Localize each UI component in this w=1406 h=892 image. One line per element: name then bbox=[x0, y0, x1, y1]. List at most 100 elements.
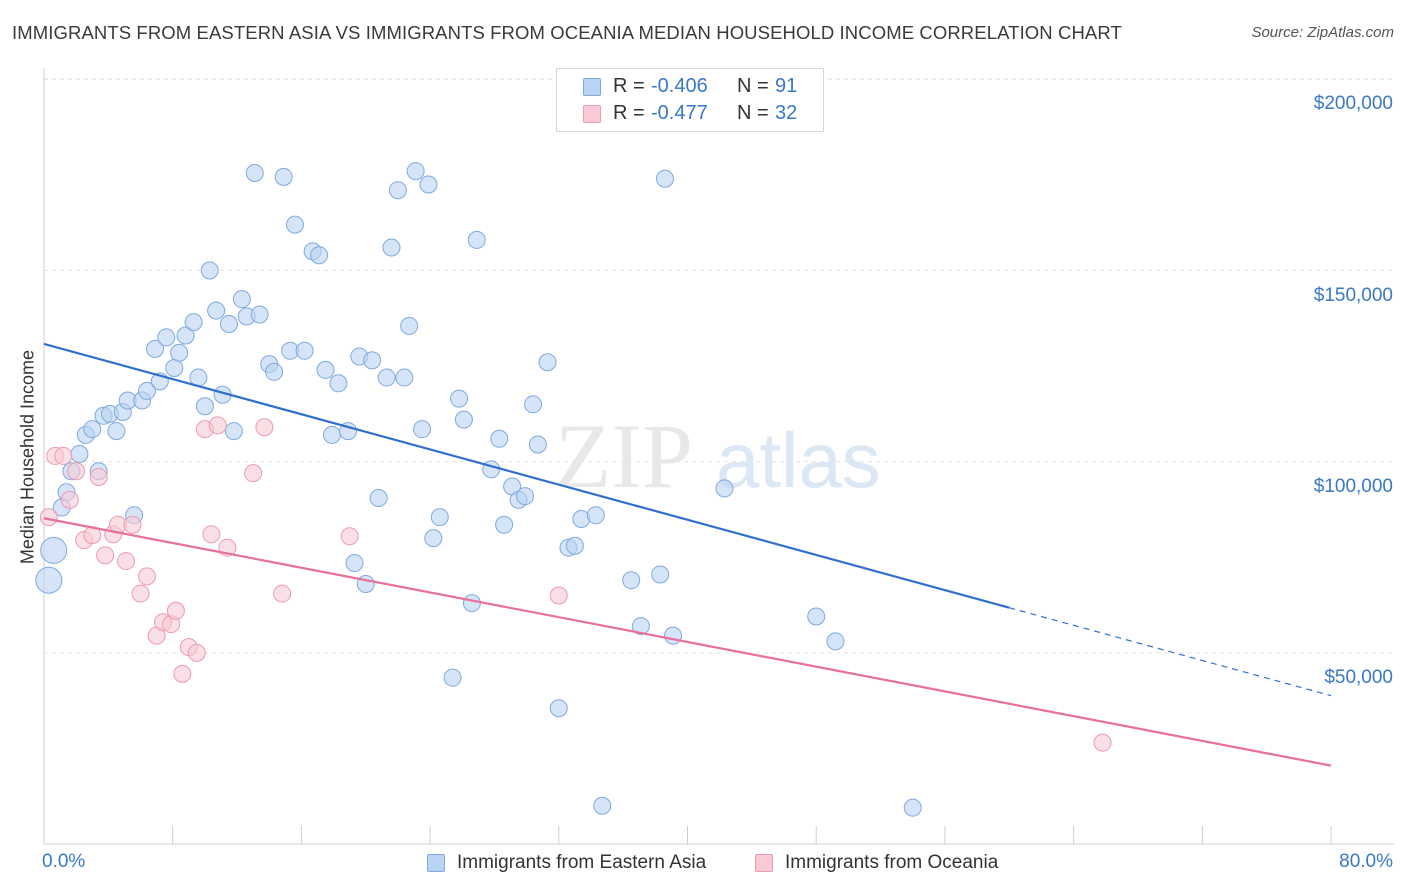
data-point-oceania bbox=[549, 586, 568, 605]
data-point-oceania bbox=[1093, 733, 1112, 752]
data-point-eastern-asia bbox=[137, 381, 156, 400]
legend-label: Immigrants from Oceania bbox=[785, 852, 999, 873]
data-point-eastern-asia bbox=[146, 339, 165, 358]
data-point-eastern-asia bbox=[107, 422, 126, 441]
trend-line-eastern-asia-extension bbox=[1009, 607, 1332, 697]
data-point-oceania bbox=[187, 643, 206, 662]
data-point-oceania bbox=[208, 416, 227, 435]
data-point-eastern-asia bbox=[176, 326, 195, 345]
data-point-eastern-asia bbox=[400, 316, 419, 335]
stats-r-value: -0.406 bbox=[651, 75, 708, 97]
data-point-eastern-asia bbox=[322, 425, 341, 444]
data-point-eastern-asia bbox=[329, 374, 348, 393]
trend-line-oceania bbox=[43, 517, 1332, 767]
stats-n-label: N = bbox=[737, 75, 769, 97]
data-point-oceania bbox=[89, 467, 108, 486]
data-point-eastern-asia bbox=[524, 395, 543, 414]
data-point-eastern-asia bbox=[528, 435, 547, 454]
x-tick-label-max: 80.0% bbox=[1339, 851, 1393, 872]
data-point-eastern-asia bbox=[538, 353, 557, 372]
data-point-eastern-asia bbox=[443, 668, 462, 687]
stats-n-value: 32 bbox=[775, 102, 798, 124]
data-point-oceania bbox=[54, 446, 73, 465]
legend: Immigrants from Eastern Asia Immigrants … bbox=[0, 852, 1406, 878]
correlation-stats-box: R = -0.406 N = 91 R = -0.477 N = 32 bbox=[556, 68, 824, 132]
data-point-oceania bbox=[244, 464, 263, 483]
data-point-eastern-asia bbox=[482, 460, 501, 479]
data-point-eastern-asia bbox=[184, 313, 203, 332]
data-point-eastern-asia bbox=[316, 360, 335, 379]
data-point-eastern-asia bbox=[490, 429, 509, 448]
data-point-eastern-asia bbox=[170, 343, 189, 362]
data-point-eastern-asia bbox=[388, 181, 407, 200]
data-point-eastern-asia bbox=[631, 617, 650, 636]
data-point-eastern-asia bbox=[363, 351, 382, 370]
data-point-eastern-asia bbox=[655, 169, 674, 188]
data-point-eastern-asia bbox=[462, 594, 481, 613]
data-point-eastern-asia bbox=[467, 230, 486, 249]
data-point-eastern-asia bbox=[310, 246, 329, 265]
data-point-eastern-asia bbox=[200, 261, 219, 280]
data-point-eastern-asia bbox=[274, 167, 293, 186]
data-point-oceania bbox=[202, 525, 221, 544]
legend-swatch-oceania bbox=[755, 854, 773, 872]
data-point-oceania bbox=[273, 584, 292, 603]
axes bbox=[43, 68, 1394, 845]
stats-swatch-eastern-asia bbox=[583, 78, 601, 96]
legend-label: Immigrants from Eastern Asia bbox=[457, 852, 707, 873]
data-point-oceania bbox=[67, 462, 86, 481]
x-tick-label-min: 0.0% bbox=[42, 851, 86, 872]
data-point-eastern-asia bbox=[586, 506, 605, 525]
stats-swatch-oceania bbox=[583, 105, 601, 123]
data-point-eastern-asia bbox=[377, 368, 396, 387]
data-point-oceania bbox=[340, 527, 359, 546]
data-point-eastern-asia bbox=[250, 305, 269, 324]
trend-line-eastern-asia bbox=[43, 342, 1010, 609]
watermark: ZIP atlas bbox=[555, 405, 881, 507]
data-point-eastern-asia bbox=[195, 397, 214, 416]
stats-n-value: 91 bbox=[775, 75, 798, 97]
gridlines bbox=[44, 78, 1394, 654]
data-point-eastern-asia bbox=[454, 410, 473, 429]
data-point-oceania bbox=[39, 508, 58, 527]
data-point-oceania bbox=[131, 584, 150, 603]
data-point-eastern-asia bbox=[369, 488, 388, 507]
data-point-oceania bbox=[173, 664, 192, 683]
chart-source: Source: ZipAtlas.com bbox=[1251, 24, 1394, 41]
data-point-eastern-asia bbox=[516, 487, 535, 506]
data-point-eastern-asia bbox=[35, 566, 63, 594]
data-point-eastern-asia bbox=[406, 162, 425, 181]
data-point-eastern-asia bbox=[593, 796, 612, 815]
data-point-eastern-asia bbox=[395, 368, 414, 387]
data-point-eastern-asia bbox=[232, 290, 251, 309]
data-point-eastern-asia bbox=[220, 315, 239, 334]
stats-r-label: R = bbox=[613, 75, 645, 97]
data-point-eastern-asia bbox=[424, 529, 443, 548]
data-point-oceania bbox=[166, 601, 185, 620]
data-point-eastern-asia bbox=[495, 515, 514, 534]
data-point-eastern-asia bbox=[430, 508, 449, 527]
trend-lines bbox=[43, 342, 1332, 767]
data-point-eastern-asia bbox=[413, 420, 432, 439]
data-point-oceania bbox=[255, 418, 274, 437]
data-point-eastern-asia bbox=[224, 422, 243, 441]
legend-swatch-eastern-asia bbox=[427, 854, 445, 872]
data-point-eastern-asia bbox=[450, 389, 469, 408]
data-point-eastern-asia bbox=[285, 215, 304, 234]
y-tick-label: $150,000 bbox=[1313, 284, 1393, 306]
data-point-eastern-asia bbox=[807, 607, 826, 626]
data-point-eastern-asia bbox=[157, 328, 176, 347]
data-points bbox=[35, 162, 1112, 817]
stats-n-label: N = bbox=[737, 102, 769, 124]
data-point-eastern-asia bbox=[207, 301, 226, 320]
data-point-eastern-asia bbox=[826, 632, 845, 651]
y-axis-label: Median Household Income bbox=[17, 349, 38, 565]
y-tick-label: $50,000 bbox=[1324, 666, 1393, 688]
data-point-oceania bbox=[60, 490, 79, 509]
data-point-eastern-asia bbox=[903, 798, 922, 817]
data-point-eastern-asia bbox=[40, 536, 68, 564]
data-point-eastern-asia bbox=[165, 358, 184, 377]
data-point-oceania bbox=[96, 546, 115, 565]
data-point-eastern-asia bbox=[549, 699, 568, 718]
